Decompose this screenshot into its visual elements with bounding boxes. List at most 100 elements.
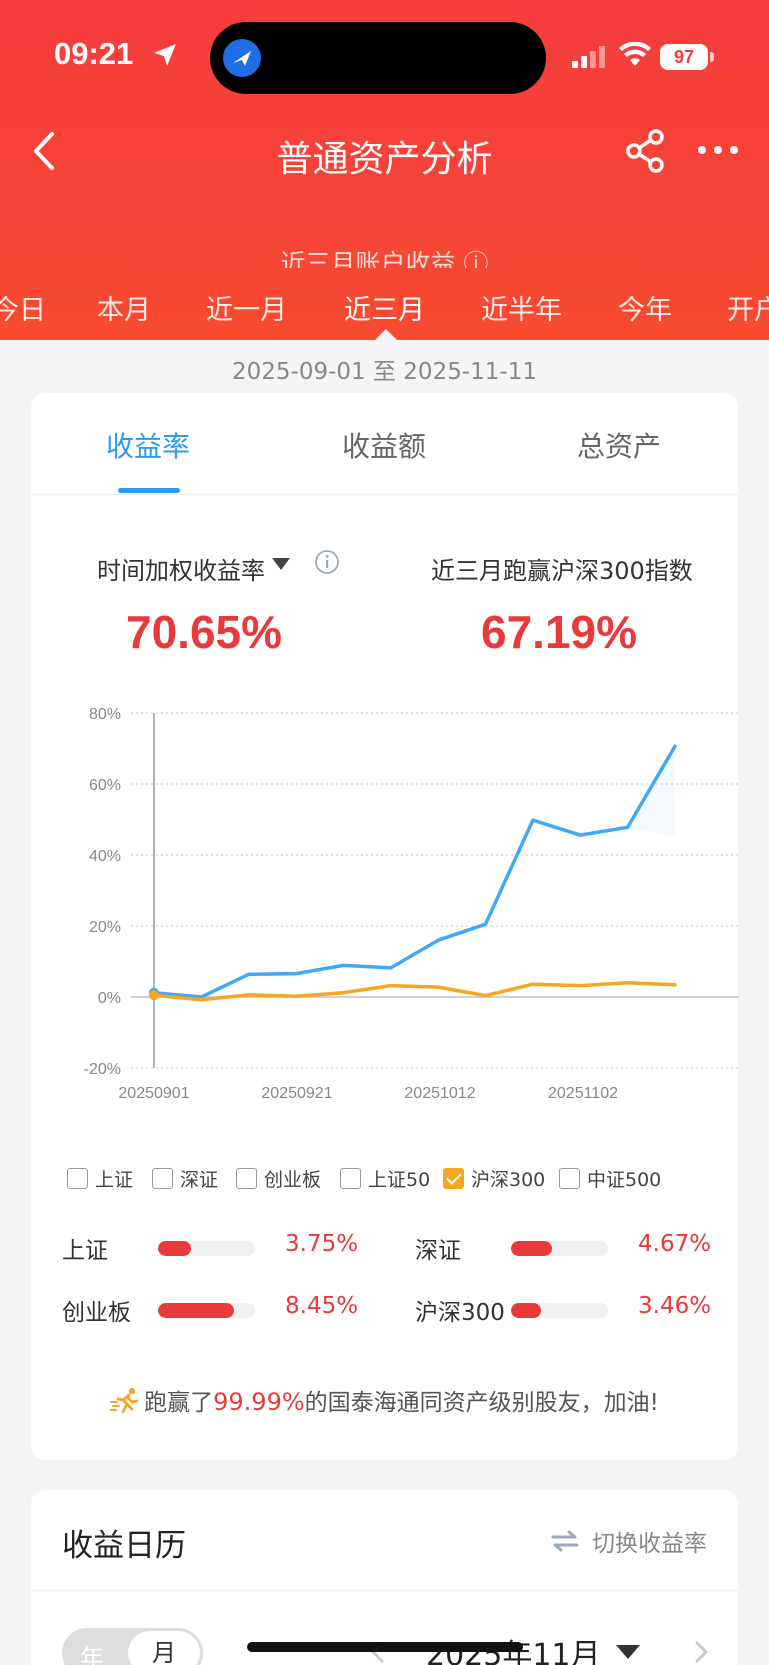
divider [31, 1590, 738, 1591]
battery-tip [710, 52, 714, 62]
next-month-icon[interactable] [691, 1640, 711, 1664]
hs300-return-line [152, 981, 677, 1002]
metric-tabs: 收益率 收益额 总资产 [31, 393, 738, 495]
index-bar-szse [511, 1241, 608, 1256]
index-name-chinext: 创业板 [62, 1300, 131, 1326]
period-this-month[interactable]: 本月 [97, 295, 151, 326]
period-selector: 今日 本月 近一月 近三月 近半年 今年 开户 [0, 288, 769, 332]
index-name-szse: 深证 [415, 1238, 461, 1264]
beat-peers-text: 跑赢了99.99%的国泰海通同资产级别股友，加油! [31, 1383, 738, 1417]
checkbox-icon [67, 1167, 88, 1189]
checkbox-icon [340, 1167, 361, 1189]
legend-csi500[interactable]: 中证500 [559, 1163, 661, 1193]
year-month-toggle[interactable]: 年 月 [62, 1628, 203, 1665]
checkbox-icon [236, 1167, 257, 1189]
y-tick-label: 0% [98, 990, 121, 1007]
legend-sse50[interactable]: 上证50 [340, 1163, 430, 1193]
share-icon[interactable] [622, 128, 670, 174]
more-options-icon[interactable] [696, 138, 740, 162]
period-since-open[interactable]: 开户 [727, 295, 769, 326]
period-6-months[interactable]: 近半年 [481, 295, 562, 326]
cellular-signal-icon [572, 46, 605, 68]
return-line-chart[interactable]: 80% 60% 40% 20% 0% -20% 20250901 20250921 202510… [71, 693, 751, 1133]
index-legend: 上证 深证 创业板 上证50 沪深300 中证500 [31, 1163, 738, 1193]
checkbox-checked-icon [443, 1167, 464, 1189]
switch-label: 切换收益率 [592, 1531, 707, 1557]
month-dropdown-icon[interactable] [616, 1645, 640, 1659]
period-ytd[interactable]: 今年 [618, 295, 672, 326]
index-bar-hs300 [511, 1303, 608, 1318]
return-analysis-card: 收益率 收益额 总资产 时间加权收益率 近三月跑赢沪深300指数 70.65% … [31, 393, 739, 1460]
legend-sse[interactable]: 上证 [67, 1163, 133, 1193]
beat-suffix: 的国泰海通同资产级别股友，加油! [304, 1390, 659, 1416]
tab-return-amount[interactable]: 收益额 [342, 430, 427, 463]
x-tick-label: 20250901 [118, 1085, 189, 1102]
index-bar-sse [158, 1241, 255, 1256]
period-today[interactable]: 今日 [0, 295, 46, 326]
status-bar: 09:21 97 [0, 0, 769, 110]
index-value-chinext: 8.45% [285, 1293, 359, 1319]
index-value-szse: 4.67% [638, 1231, 712, 1257]
header: 09:21 97 普通资产分析 [0, 0, 769, 340]
period-1-month[interactable]: 近一月 [206, 295, 287, 326]
beat-percent: 99.99% [213, 1388, 305, 1416]
legend-hs300[interactable]: 沪深300 [443, 1163, 545, 1193]
wifi-icon [619, 42, 651, 66]
x-tick-label: 20250921 [261, 1085, 332, 1102]
y-tick-label: 60% [89, 777, 121, 794]
account-return-line [152, 744, 677, 999]
legend-label: 深证 [180, 1168, 219, 1191]
y-tick-label: 20% [89, 919, 121, 936]
index-value-hs300: 3.46% [638, 1293, 712, 1319]
legend-label: 上证 [95, 1168, 134, 1191]
legend-szse[interactable]: 深证 [152, 1163, 218, 1193]
seg-month-label: 月 [152, 1639, 176, 1665]
x-tick-label: 20251012 [404, 1085, 475, 1102]
dynamic-island [210, 22, 546, 94]
period-3-months[interactable]: 近三月 [344, 295, 425, 326]
tab-total-assets[interactable]: 总资产 [577, 430, 662, 463]
index-bar-chinext [158, 1303, 255, 1318]
twr-dropdown-icon[interactable] [272, 558, 290, 570]
y-tick-label: -20% [84, 1061, 121, 1078]
twr-label[interactable]: 时间加权收益率 [97, 557, 265, 585]
info-icon[interactable] [314, 549, 340, 575]
beat-index-label: 近三月跑赢沪深300指数 [431, 557, 693, 585]
index-name-sse: 上证 [62, 1238, 108, 1264]
switch-return-rate-button[interactable]: 切换收益率 [550, 1524, 707, 1558]
calendar-title: 收益日历 [62, 1528, 186, 1564]
location-arrow-icon [154, 44, 176, 66]
beat-prefix: 跑赢了 [144, 1390, 214, 1416]
checkbox-icon [559, 1167, 580, 1189]
date-range: 2025-09-01 至 2025-11-11 [232, 359, 537, 385]
header-subtitle: 近三月账户收益 ⓘ [280, 249, 489, 268]
status-time: 09:21 [54, 36, 134, 71]
seg-year[interactable]: 年 [80, 1644, 104, 1665]
app-activity-icon [223, 39, 261, 77]
tab-return-rate[interactable]: 收益率 [106, 430, 191, 463]
beat-index-value: 67.19% [481, 606, 638, 658]
nav-bar: 普通资产分析 [0, 110, 769, 190]
legend-label: 中证500 [587, 1168, 662, 1191]
checkbox-icon [152, 1167, 173, 1189]
swap-arrows-icon [551, 1530, 579, 1552]
hs300-start-point [149, 990, 159, 1001]
legend-chinext[interactable]: 创业板 [236, 1163, 321, 1193]
x-tick-label: 20251102 [548, 1085, 618, 1102]
active-tab-indicator [118, 488, 180, 493]
index-value-sse: 3.75% [285, 1231, 359, 1257]
battery-level: 97 [660, 44, 708, 70]
back-chevron-icon[interactable] [26, 128, 66, 174]
seg-month-active[interactable]: 月 [127, 1630, 201, 1665]
home-indicator [247, 1642, 523, 1652]
legend-label: 上证50 [368, 1168, 431, 1191]
legend-label: 创业板 [264, 1168, 322, 1191]
page-title: 普通资产分析 [276, 139, 493, 180]
y-tick-label: 80% [89, 706, 121, 723]
active-period-caret [375, 329, 397, 340]
y-tick-label: 40% [89, 848, 121, 865]
legend-label: 沪深300 [471, 1168, 546, 1191]
return-calendar-card: 收益日历 切换收益率 年 月 2025年11月 [31, 1490, 738, 1665]
running-man-icon [110, 1387, 139, 1414]
twr-value: 70.65% [126, 606, 283, 658]
